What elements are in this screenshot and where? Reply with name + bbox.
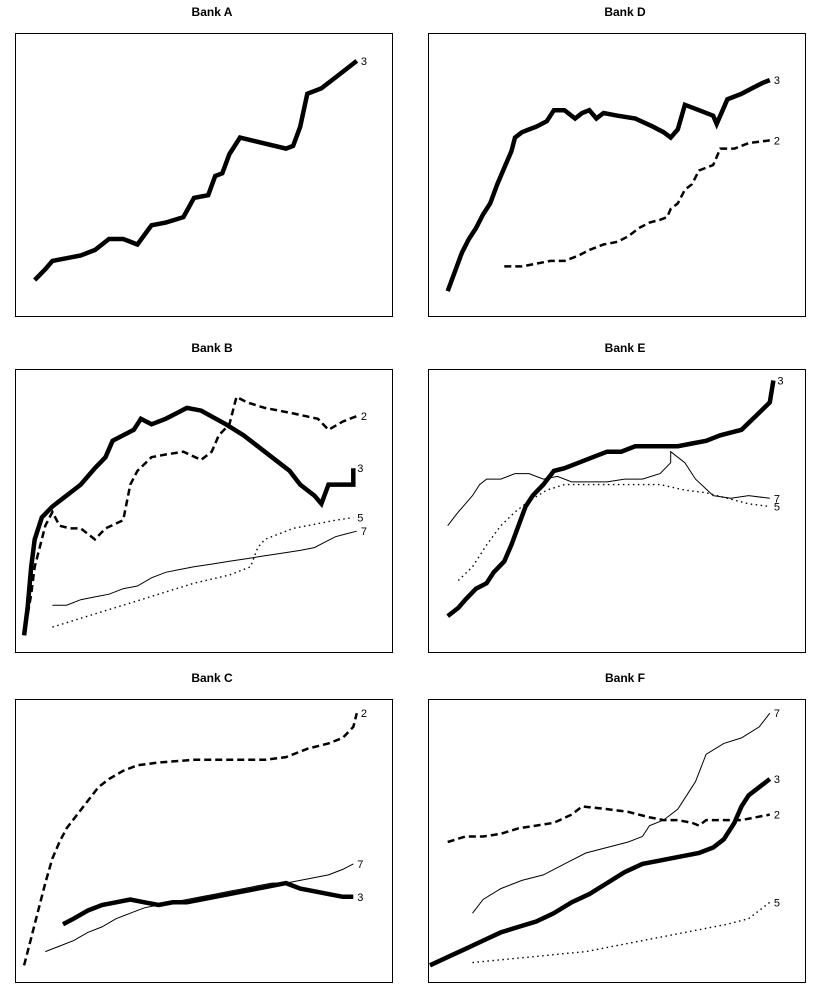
series-line-7	[447, 450, 770, 527]
plot-frame	[15, 369, 393, 653]
series-line-2	[22, 712, 359, 966]
plot-area-bank-f: 7 3 2 5	[428, 699, 806, 983]
series-label-3: 3	[357, 892, 363, 904]
plot-frame	[428, 33, 806, 317]
series-line-3	[33, 59, 359, 282]
plot-frame	[428, 369, 806, 653]
series-label-7: 7	[774, 708, 780, 720]
series-line-7	[472, 712, 771, 914]
panel-bank-c: Bank C 2 3 7	[7, 668, 417, 993]
chart-title: Bank D	[604, 5, 646, 19]
chart-title: Bank C	[191, 671, 233, 685]
chart-title: Bank A	[191, 5, 233, 19]
plot-area-bank-c: 2 3 7	[15, 699, 393, 983]
panel-bank-a: Bank A 3	[7, 2, 417, 327]
series-label-7: 7	[361, 526, 367, 538]
chart-title: Bank E	[604, 341, 646, 355]
series-label-7: 7	[357, 859, 363, 871]
plot-frame	[15, 699, 393, 983]
series-line-3	[61, 880, 354, 927]
series-label-5: 5	[774, 502, 780, 514]
series-label-3: 3	[357, 463, 363, 475]
series-label-2: 2	[361, 411, 367, 423]
plot-area-bank-e: 3 75	[428, 369, 806, 653]
series-line-3	[446, 380, 776, 618]
panel-bank-b: Bank B 3 2 5 7	[7, 338, 417, 663]
series-line-2	[504, 139, 770, 268]
series-line-2	[22, 395, 358, 636]
chart-title: Bank B	[191, 341, 233, 355]
series-label-2: 2	[774, 135, 780, 147]
series-label-2: 2	[361, 708, 367, 720]
series-line-3	[21, 405, 356, 636]
series-label-3: 3	[774, 774, 780, 786]
series-label-3: 3	[774, 75, 780, 87]
series-label-3: 3	[361, 56, 367, 68]
series-line-7	[45, 863, 354, 953]
plot-area-bank-d: 32	[428, 33, 806, 317]
series-label-2: 2	[774, 810, 780, 822]
panel-bank-f: Bank F 7 3 2 5	[420, 668, 830, 993]
plot-area-bank-a: 3	[15, 33, 393, 317]
series-label-5: 5	[357, 512, 363, 524]
series-line-7	[52, 530, 357, 606]
series-label-5: 5	[774, 897, 780, 909]
series-line-2	[447, 805, 771, 844]
series-label-3: 3	[777, 375, 783, 387]
series-line-5	[52, 516, 354, 628]
plot-area-bank-b: 3 2 5 7	[15, 369, 393, 653]
series-line-3	[445, 78, 771, 292]
series-label-7: 7	[774, 493, 780, 505]
series-line-5	[472, 901, 771, 964]
chart-title: Bank F	[604, 671, 645, 685]
